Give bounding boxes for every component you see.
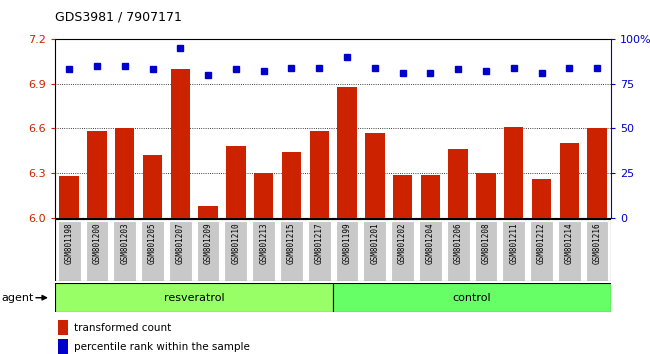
- Bar: [59, 176, 79, 218]
- Bar: [58, 339, 68, 354]
- Text: GSM801202: GSM801202: [398, 223, 407, 264]
- FancyBboxPatch shape: [252, 221, 275, 281]
- Bar: [393, 175, 412, 218]
- FancyBboxPatch shape: [197, 221, 220, 281]
- FancyBboxPatch shape: [502, 221, 525, 281]
- Text: GSM801211: GSM801211: [509, 223, 518, 264]
- Bar: [281, 152, 301, 218]
- FancyBboxPatch shape: [474, 221, 497, 281]
- Text: GSM801208: GSM801208: [482, 223, 491, 264]
- FancyBboxPatch shape: [335, 221, 358, 281]
- Bar: [333, 283, 611, 312]
- Text: GSM801209: GSM801209: [203, 223, 213, 264]
- FancyBboxPatch shape: [141, 221, 164, 281]
- Text: transformed count: transformed count: [73, 322, 171, 333]
- Bar: [448, 149, 468, 218]
- Text: GSM801210: GSM801210: [231, 223, 240, 264]
- FancyBboxPatch shape: [224, 221, 247, 281]
- FancyBboxPatch shape: [558, 221, 580, 281]
- FancyBboxPatch shape: [447, 221, 469, 281]
- FancyBboxPatch shape: [391, 221, 414, 281]
- Bar: [55, 283, 333, 312]
- Bar: [143, 155, 162, 218]
- Bar: [365, 133, 385, 218]
- Bar: [476, 173, 496, 218]
- Text: GSM801215: GSM801215: [287, 223, 296, 264]
- Text: GSM801198: GSM801198: [64, 223, 73, 264]
- FancyBboxPatch shape: [169, 221, 192, 281]
- FancyBboxPatch shape: [113, 221, 136, 281]
- FancyBboxPatch shape: [419, 221, 442, 281]
- Bar: [532, 179, 551, 218]
- Bar: [58, 320, 68, 335]
- Text: GSM801205: GSM801205: [148, 223, 157, 264]
- Text: GSM801204: GSM801204: [426, 223, 435, 264]
- Text: GSM801214: GSM801214: [565, 223, 574, 264]
- FancyBboxPatch shape: [308, 221, 331, 281]
- Text: GSM801217: GSM801217: [315, 223, 324, 264]
- FancyBboxPatch shape: [280, 221, 303, 281]
- FancyBboxPatch shape: [586, 221, 608, 281]
- Bar: [226, 146, 246, 218]
- Text: GDS3981 / 7907171: GDS3981 / 7907171: [55, 11, 182, 24]
- Text: GSM801200: GSM801200: [92, 223, 101, 264]
- Bar: [504, 127, 523, 218]
- FancyBboxPatch shape: [530, 221, 553, 281]
- Bar: [170, 69, 190, 218]
- FancyBboxPatch shape: [86, 221, 109, 281]
- Text: GSM801201: GSM801201: [370, 223, 380, 264]
- Text: GSM801199: GSM801199: [343, 223, 352, 264]
- Text: control: control: [453, 293, 491, 303]
- FancyBboxPatch shape: [363, 221, 386, 281]
- Bar: [87, 131, 107, 218]
- Text: GSM801216: GSM801216: [593, 223, 602, 264]
- Bar: [588, 129, 607, 218]
- Bar: [198, 206, 218, 218]
- Bar: [560, 143, 579, 218]
- Bar: [337, 87, 357, 218]
- Text: GSM801203: GSM801203: [120, 223, 129, 264]
- Bar: [421, 175, 440, 218]
- Text: GSM801206: GSM801206: [454, 223, 463, 264]
- Bar: [115, 129, 135, 218]
- Text: agent: agent: [1, 293, 34, 303]
- FancyBboxPatch shape: [58, 221, 81, 281]
- Bar: [309, 131, 329, 218]
- Bar: [254, 173, 274, 218]
- Text: resveratrol: resveratrol: [164, 293, 224, 303]
- Text: GSM801213: GSM801213: [259, 223, 268, 264]
- Text: GSM801207: GSM801207: [176, 223, 185, 264]
- Text: percentile rank within the sample: percentile rank within the sample: [73, 342, 250, 352]
- Text: GSM801212: GSM801212: [537, 223, 546, 264]
